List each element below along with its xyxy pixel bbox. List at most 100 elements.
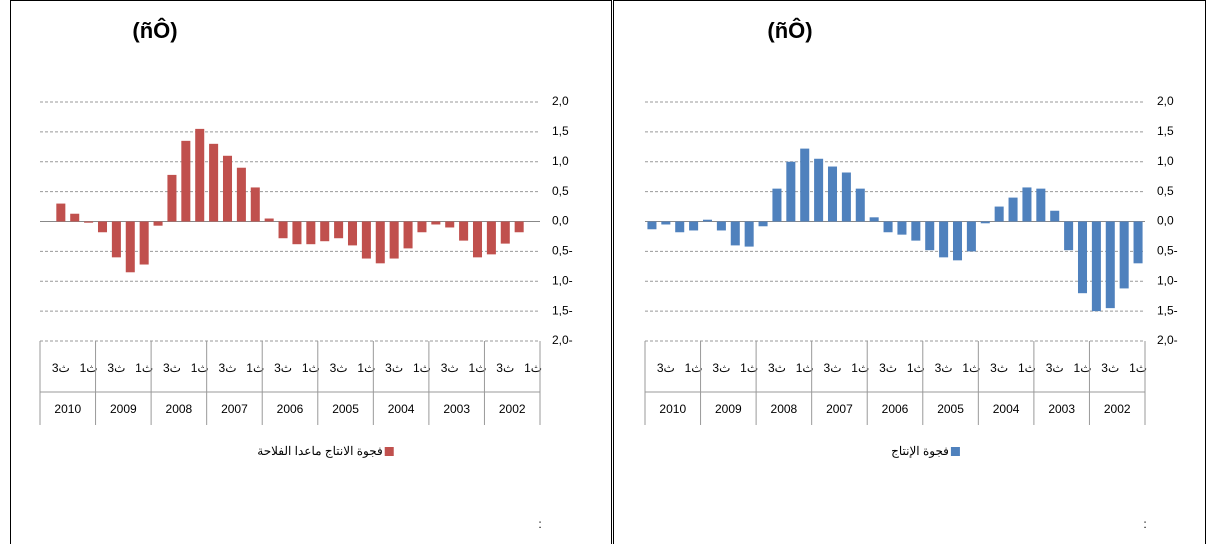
bar xyxy=(1008,197,1018,222)
bar xyxy=(939,221,949,258)
y-tick-label: 0,0 xyxy=(552,214,569,228)
bar xyxy=(125,221,135,273)
x-tick-label: 1ث xyxy=(685,361,703,375)
x-tick-label: 1ث xyxy=(907,361,925,375)
x-tick-label: 1ث xyxy=(1074,361,1092,375)
bar xyxy=(911,221,921,241)
legend-swatch xyxy=(384,447,394,456)
bar xyxy=(514,221,524,233)
x-tick-label: 3ث xyxy=(990,361,1008,375)
bar xyxy=(500,221,510,244)
panel-border xyxy=(10,0,612,544)
x-tick-label: 3ث xyxy=(768,361,786,375)
bar xyxy=(897,221,907,235)
chart-title: (ñÔ) xyxy=(767,18,812,43)
x-tick-label: 3ث xyxy=(1046,361,1064,375)
bar xyxy=(486,221,496,255)
y-tick-label: 1,5- xyxy=(552,303,573,317)
bar xyxy=(181,140,191,222)
bar xyxy=(445,221,455,228)
year-label: 2008 xyxy=(166,402,193,416)
year-label: 2004 xyxy=(993,402,1020,416)
bar xyxy=(167,174,177,222)
legend-label: فجوة الانتاج ماعدا الفلاحة xyxy=(257,444,382,458)
bar xyxy=(236,167,246,222)
x-tick-label: 3ث xyxy=(496,361,514,375)
bar xyxy=(320,221,330,242)
x-tick-label: 1ث xyxy=(246,361,264,375)
y-tick-label: 1,5- xyxy=(1157,303,1178,317)
x-tick-label: 3ث xyxy=(1101,361,1119,375)
bar xyxy=(389,221,399,259)
y-tick-label: 0,5- xyxy=(552,244,573,258)
year-label: 2004 xyxy=(388,402,415,416)
bar xyxy=(716,221,726,231)
bar xyxy=(772,188,782,222)
bar xyxy=(1036,188,1046,222)
year-label: 2009 xyxy=(715,402,742,416)
x-tick-label: 1ث xyxy=(740,361,758,375)
y-tick-label: 0,0 xyxy=(1157,214,1174,228)
bar xyxy=(966,221,976,252)
bar xyxy=(994,206,1004,222)
x-tick-label: 3ث xyxy=(163,361,181,375)
bar xyxy=(334,221,344,239)
bar xyxy=(647,221,657,230)
x-tick-label: 3ث xyxy=(274,361,292,375)
year-label: 2008 xyxy=(771,402,798,416)
bar xyxy=(869,217,879,222)
bar xyxy=(1077,221,1088,294)
year-label: 2007 xyxy=(826,402,853,416)
x-tick-label: 1ث xyxy=(357,361,375,375)
x-tick-label: 1ث xyxy=(851,361,869,375)
x-tick-label: 1ث xyxy=(962,361,980,375)
year-label: 2005 xyxy=(332,402,359,416)
bar xyxy=(1064,221,1074,251)
x-tick-label: 1ث xyxy=(469,361,487,375)
y-tick-label: 1,5 xyxy=(552,124,569,138)
bar xyxy=(1105,221,1115,309)
bar xyxy=(306,221,316,245)
bar xyxy=(827,166,838,222)
year-label: 2010 xyxy=(54,402,81,416)
bar xyxy=(56,203,66,222)
bar xyxy=(702,219,713,222)
bar xyxy=(403,221,413,249)
bar xyxy=(472,221,483,258)
bar xyxy=(675,221,685,233)
bar xyxy=(195,128,205,222)
x-tick-label: 3ث xyxy=(52,361,70,375)
x-tick-label: 3ث xyxy=(330,361,348,375)
bar xyxy=(417,221,427,233)
bar xyxy=(786,161,796,222)
x-tick-label: 1ث xyxy=(796,361,814,375)
x-tick-label: 3ث xyxy=(107,361,125,375)
x-tick-label: 3ث xyxy=(657,361,675,375)
bar xyxy=(883,221,893,233)
bar xyxy=(278,221,288,239)
y-tick-label: 2,0 xyxy=(1157,94,1174,108)
x-tick-label: 3ث xyxy=(879,361,897,375)
bar xyxy=(800,148,810,222)
y-tick-label: 0,5 xyxy=(1157,184,1174,198)
bar xyxy=(459,221,469,241)
year-label: 2009 xyxy=(110,402,137,416)
year-label: 2002 xyxy=(1104,402,1131,416)
y-tick-label: 0,5- xyxy=(1157,244,1178,258)
bar xyxy=(980,221,990,224)
x-tick-label: 1ث xyxy=(135,361,153,375)
y-tick-label: 1,0- xyxy=(1157,273,1178,287)
x-tick-label: 1ث xyxy=(191,361,209,375)
bar xyxy=(952,221,963,261)
bar xyxy=(153,221,163,226)
x-tick-label: 1ث xyxy=(1129,361,1147,375)
year-label: 2003 xyxy=(1048,402,1075,416)
year-label: 2005 xyxy=(937,402,964,416)
note: : xyxy=(538,517,541,531)
bar xyxy=(661,221,671,225)
bar xyxy=(250,187,260,222)
x-tick-label: 3ث xyxy=(219,361,237,375)
bar xyxy=(1022,187,1032,222)
bar xyxy=(814,158,824,222)
